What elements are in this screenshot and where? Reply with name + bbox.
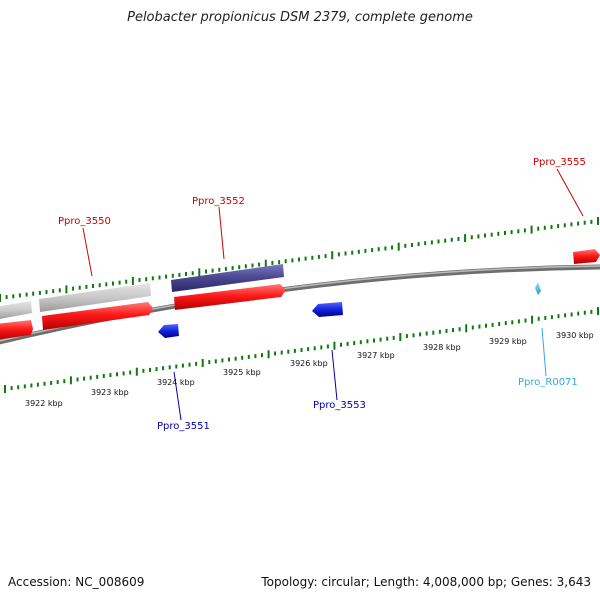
kbp-label: 3924 kbp [157, 378, 195, 387]
gene-label-Ppro_R0071[interactable]: Ppro_R0071 [518, 377, 578, 388]
kbp-label: 3930 kbp [556, 331, 594, 340]
leader-Ppro_3552 [218, 206, 225, 260]
kbp-label: 3925 kbp [223, 368, 261, 377]
kbp-label: 3928 kbp [423, 343, 461, 352]
gene-label-Ppro_3555[interactable]: Ppro_3555 [533, 157, 586, 168]
gene-red-right[interactable] [174, 284, 286, 310]
genome-title: Pelobacter propionicus DSM 2379, complet… [127, 10, 473, 25]
kbp-label: 3926 kbp [290, 359, 328, 368]
kbp-label: 3927 kbp [357, 351, 395, 360]
gene-red-left[interactable] [0, 320, 33, 340]
leader-Ppro_3555 [556, 168, 584, 217]
gene-Ppro_3553-bar[interactable] [312, 302, 343, 317]
gene-label-Ppro_3551[interactable]: Ppro_3551 [157, 421, 210, 432]
kbp-label: 3923 kbp [91, 388, 129, 397]
lower-tick-track [4, 307, 599, 393]
leader-Ppro_3550 [82, 227, 93, 277]
kbp-label: 3929 kbp [489, 337, 527, 346]
gene-grey-left[interactable] [0, 301, 32, 320]
leader-Ppro_3551 [173, 371, 182, 421]
accession-text: Accession: NC_008609 [8, 575, 145, 589]
gene-grey-middle[interactable] [39, 283, 151, 312]
gene-Ppro_3551-bar[interactable] [158, 324, 179, 338]
genome-backbone [0, 264, 600, 345]
gene-Ppro_3552-bar[interactable] [171, 264, 284, 292]
genome-summary-text: Topology: circular; Length: 4,008,000 bp… [261, 575, 591, 589]
gene-Ppro_3555-bar[interactable] [573, 249, 600, 264]
gene-label-Ppro_3553[interactable]: Ppro_3553 [313, 400, 366, 411]
gene-label-Ppro_3550[interactable]: Ppro_3550 [58, 216, 111, 227]
kbp-label: 3922 kbp [25, 399, 63, 408]
gene-Ppro_3550-bar[interactable] [42, 302, 153, 330]
gene-label-Ppro_3552[interactable]: Ppro_3552 [192, 196, 245, 207]
leader-Ppro_3553 [331, 349, 338, 401]
leader-Ppro_R0071 [541, 327, 547, 377]
gene-Ppro_R0071-bar[interactable] [535, 282, 541, 295]
upper-tick-track [0, 217, 599, 302]
